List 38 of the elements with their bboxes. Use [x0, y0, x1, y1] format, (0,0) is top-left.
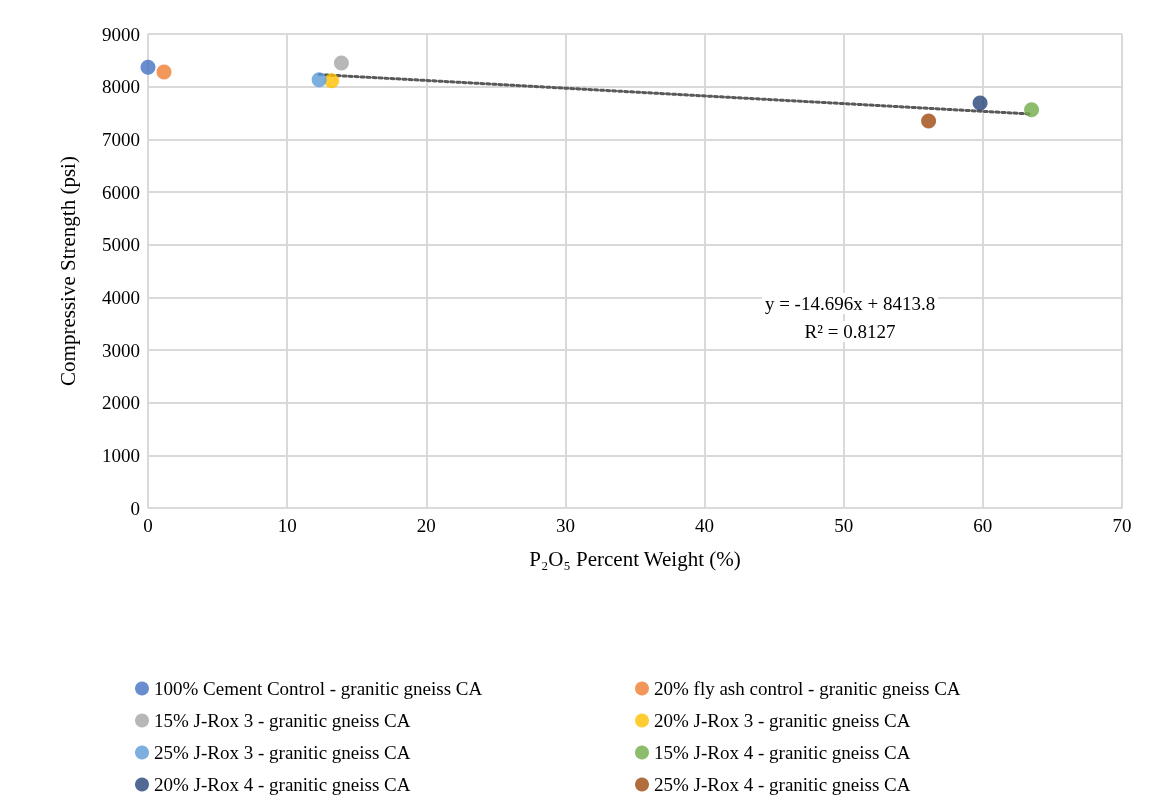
y-axis-title: Compressive Strength (psi) [55, 156, 80, 386]
point [324, 73, 340, 89]
x-tick-label: 20 [416, 515, 436, 536]
point [140, 59, 156, 75]
point [1024, 102, 1040, 118]
legend-label: 15% J-Rox 4 - granitic gneiss CA [654, 742, 911, 763]
y-tick-label: 1000 [102, 444, 140, 466]
annotation: y = -14.696x + 8413.8 [764, 293, 936, 314]
annotation: R² = 0.8127 [804, 321, 896, 342]
y-tick-label: 5000 [102, 234, 140, 256]
point [972, 95, 988, 111]
legend-label: 25% J-Rox 4 - granitic gneiss CA [654, 774, 911, 795]
legend-label: 25% J-Rox 3 - granitic gneiss CA [154, 742, 411, 763]
x-tick-label: 70 [1112, 515, 1132, 536]
x-tick-label: 30 [555, 515, 575, 536]
legend-label: 15% J-Rox 3 - granitic gneiss CA [154, 710, 411, 731]
legend-label: 20% J-Rox 4 - granitic gneiss CA [154, 774, 411, 795]
legend-label: 20% J-Rox 3 - granitic gneiss CA [654, 710, 911, 731]
x-tick-label: 40 [695, 515, 715, 536]
x-tick-label: 0 [143, 515, 153, 536]
y-tick-label: 8000 [102, 76, 140, 98]
point [311, 72, 327, 88]
y-tick-label: 0 [130, 497, 140, 519]
point [333, 55, 349, 71]
y-tick-label: 9000 [102, 23, 140, 45]
legend-label: 20% fly ash control - granitic gneiss CA [654, 678, 961, 699]
legend-label: 100% Cement Control - granitic gneiss CA [154, 678, 483, 699]
x-tick-label: 50 [834, 515, 854, 536]
point [921, 113, 937, 129]
y-tick-label: 7000 [102, 128, 140, 150]
x-axis-title: P₂O₅ Percent Weight (%) [529, 546, 741, 571]
y-tick-label: 3000 [102, 339, 140, 361]
x-tick-label: 10 [277, 515, 297, 536]
y-tick-label: 4000 [102, 286, 140, 308]
y-tick-label: 6000 [102, 181, 140, 203]
y-tick-label: 2000 [102, 392, 140, 414]
x-tick-label: 60 [973, 515, 993, 536]
point [156, 64, 172, 80]
